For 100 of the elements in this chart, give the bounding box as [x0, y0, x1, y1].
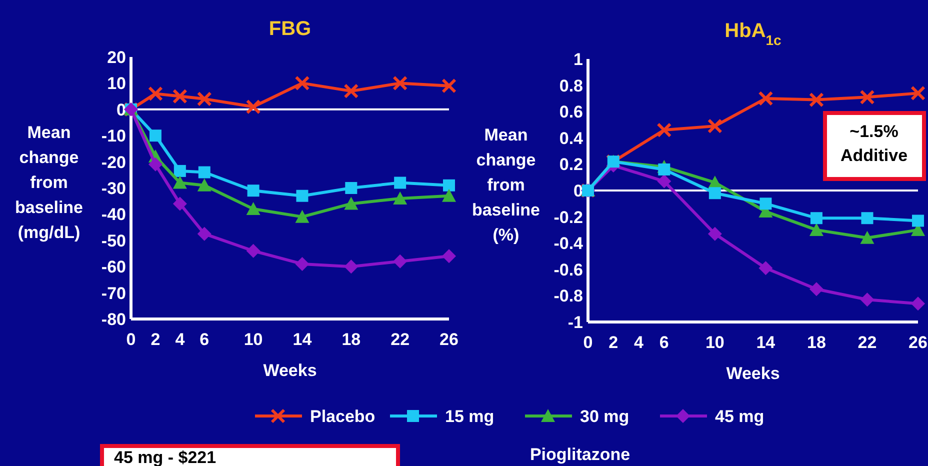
y-tick-label: -60 — [101, 258, 126, 277]
point — [658, 163, 670, 176]
legend-label: 45 mg — [715, 406, 764, 426]
x-tick-label: 18 — [807, 333, 826, 352]
y-tick-label: 20 — [107, 48, 126, 67]
x-axis-title: Weeks — [726, 364, 780, 383]
legend-label: 30 mg — [580, 406, 630, 426]
y-tick-label: 10 — [107, 74, 126, 94]
x-tick-label: 26 — [908, 333, 928, 352]
y-tick-label: -70 — [101, 284, 126, 303]
y-tick-label: 0.8 — [559, 76, 583, 96]
point — [708, 226, 722, 241]
x-tick-label: 2 — [150, 330, 160, 349]
point — [246, 202, 260, 215]
point — [442, 249, 456, 264]
point — [344, 84, 359, 99]
point — [393, 254, 408, 268]
point — [442, 188, 456, 202]
legend-label: 15 mg — [445, 406, 494, 426]
point — [860, 90, 875, 105]
x-tick-label: 2 — [608, 333, 618, 352]
point — [443, 179, 455, 192]
point — [172, 196, 187, 211]
point — [394, 176, 406, 189]
x-tick-label: 26 — [440, 330, 458, 349]
point — [758, 90, 774, 106]
point — [760, 198, 772, 210]
point — [758, 261, 773, 276]
y-tick-label: -0.4 — [554, 234, 584, 254]
y-tick-label: -80 — [101, 310, 126, 329]
y-tick-label: -0.8 — [554, 286, 583, 306]
y-tick-label: -30 — [101, 178, 126, 198]
y-axis-title: Mean change from baseline (mg/dL) — [14, 123, 84, 242]
point — [247, 184, 260, 197]
point — [708, 187, 721, 200]
chart-title: FBG — [268, 18, 312, 40]
point — [172, 88, 188, 104]
point — [393, 191, 408, 204]
y-tick-label: 0 — [574, 181, 583, 200]
annotation: ~1.5% Additive — [840, 122, 908, 165]
point — [345, 182, 358, 194]
x-tick-label: 10 — [244, 330, 263, 349]
x-tick-label: 4 — [175, 330, 186, 349]
point — [860, 292, 874, 307]
point — [196, 91, 212, 106]
point — [657, 174, 672, 188]
point — [148, 157, 162, 172]
point — [295, 210, 310, 223]
point — [656, 122, 672, 138]
point — [809, 222, 824, 236]
point — [246, 244, 260, 258]
y-tick-label: 1 — [574, 50, 583, 69]
point — [707, 118, 722, 134]
x-tick-label: 6 — [659, 333, 669, 352]
y-tick-label: -0.2 — [554, 208, 583, 227]
point — [197, 178, 212, 192]
y-tick-label: 0.2 — [559, 155, 583, 174]
point — [392, 76, 408, 91]
point — [860, 230, 874, 244]
point — [861, 212, 874, 224]
point — [910, 86, 926, 101]
x-tick-label: 14 — [756, 333, 776, 352]
point — [246, 99, 261, 114]
y-tick-label: 0.4 — [559, 128, 584, 148]
y-tick-label: 0 — [116, 100, 126, 120]
point — [442, 78, 456, 94]
x-tick-label: 14 — [292, 330, 312, 349]
point — [344, 196, 358, 210]
point — [148, 86, 163, 102]
y-tick-label: -10 — [101, 126, 126, 146]
y-tick-label: -0.6 — [554, 260, 583, 280]
x-tick-label: 6 — [200, 330, 210, 349]
point — [174, 164, 186, 177]
point — [295, 256, 310, 271]
point — [344, 260, 358, 274]
point — [810, 212, 822, 224]
point — [294, 76, 310, 91]
point — [172, 176, 187, 189]
point — [296, 190, 308, 202]
point — [808, 92, 824, 108]
point — [149, 130, 162, 142]
x-tick-label: 22 — [390, 330, 410, 349]
point — [809, 282, 824, 296]
y-axis-title: Mean change from baseline (%) — [472, 126, 540, 244]
chart-title: HbA$_{1c}$ — [724, 20, 782, 48]
legend-label: Placebo — [310, 406, 376, 426]
y-tick-label: 0.6 — [559, 102, 583, 122]
y-tick-label: -50 — [101, 231, 126, 250]
x-tick-label: 18 — [342, 330, 361, 349]
point — [912, 214, 924, 227]
y-tick-label: -40 — [101, 205, 126, 224]
point — [198, 166, 210, 178]
y-tick-label: -20 — [101, 152, 126, 172]
x-tick-label: 4 — [634, 333, 644, 352]
x-tick-label: 22 — [858, 333, 877, 352]
text: Pioglitazone — [530, 445, 630, 464]
point — [197, 226, 212, 241]
y-tick-label: -1 — [568, 312, 583, 332]
x-tick-label: 10 — [705, 333, 724, 352]
x-axis-title: Weeks — [263, 361, 317, 380]
